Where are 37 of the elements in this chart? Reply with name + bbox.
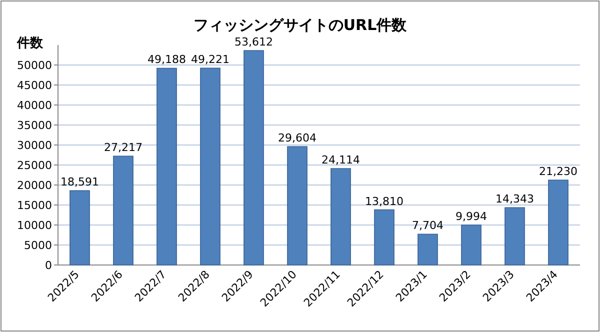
data-label: 49,221 (191, 53, 230, 66)
bar (504, 207, 525, 266)
bar (374, 209, 394, 266)
bar (244, 50, 264, 266)
bar (70, 190, 90, 266)
y-tick-label: 15000 (17, 199, 52, 212)
bar (418, 234, 438, 266)
y-tick-label: 30000 (17, 139, 52, 152)
bar (200, 68, 220, 266)
data-label: 18,591 (60, 176, 99, 189)
y-axis-title: 件数 (16, 36, 44, 51)
data-label: 49,188 (148, 53, 186, 66)
y-tick-label: 50000 (17, 59, 52, 72)
y-tick-label: 25000 (17, 159, 52, 172)
data-label: 24,114 (322, 154, 360, 167)
bar (548, 180, 568, 266)
y-tick-label: 5000 (24, 239, 52, 252)
bar (113, 156, 134, 266)
bar (156, 68, 177, 266)
data-label: 29,604 (278, 132, 316, 145)
data-label: 7,704 (412, 219, 444, 232)
y-tick-label: 35000 (17, 119, 52, 132)
chart-title: フィッシングサイトのURL件数 (193, 16, 408, 34)
bar (330, 168, 351, 266)
data-label: 53,612 (234, 36, 273, 49)
data-label: 13,810 (365, 194, 404, 208)
y-tick-label: 40000 (17, 99, 52, 112)
y-tick-label: 10000 (17, 219, 52, 232)
y-tick-label: 20000 (17, 179, 52, 192)
data-label: 21,230 (539, 165, 578, 178)
y-tick-label: 0 (45, 259, 52, 272)
bar (287, 146, 308, 266)
data-label: 14,343 (496, 192, 534, 206)
bar (461, 224, 482, 266)
data-label: 27,217 (104, 141, 142, 154)
data-label: 9,994 (456, 210, 487, 224)
y-tick-label: 45000 (17, 79, 52, 92)
